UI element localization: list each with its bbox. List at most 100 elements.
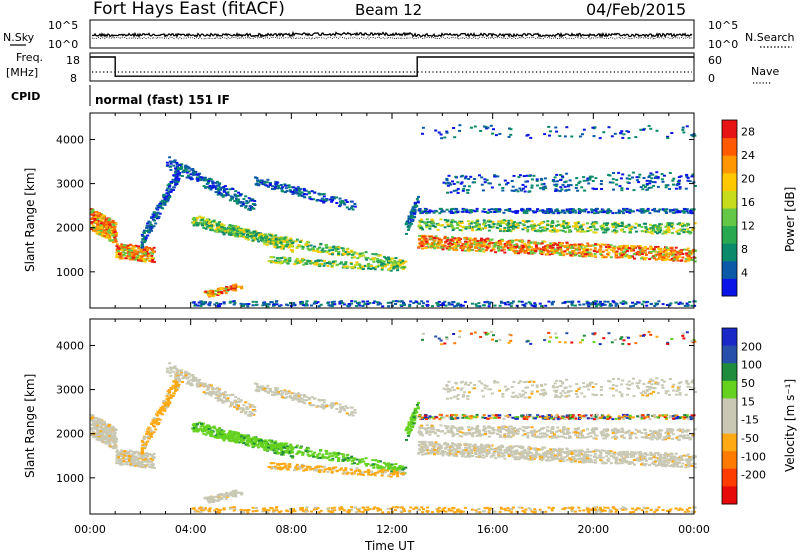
scatter-cell bbox=[524, 244, 528, 247]
scatter-cell bbox=[569, 252, 573, 255]
scatter-cell bbox=[176, 165, 179, 168]
scatter-cell bbox=[192, 222, 196, 225]
scatter-cell bbox=[677, 176, 681, 179]
scatter-cell bbox=[94, 211, 98, 214]
scatter-cell bbox=[601, 228, 604, 231]
scatter-cell bbox=[299, 239, 303, 242]
noise-tick-right-top: 10^5 bbox=[708, 19, 738, 32]
scatter-cell bbox=[100, 214, 104, 217]
scatter-cell bbox=[414, 204, 418, 207]
scatter-cell bbox=[469, 211, 473, 214]
scatter-cell bbox=[166, 390, 170, 393]
scatter-cell bbox=[262, 240, 266, 243]
scatter-cell bbox=[592, 225, 596, 227]
scatter-cell bbox=[271, 241, 275, 244]
scatter-cell bbox=[439, 218, 443, 221]
scatter-cell bbox=[581, 133, 584, 136]
scatter-cell bbox=[229, 195, 233, 198]
scatter-cell bbox=[222, 233, 226, 236]
scatter-cell bbox=[379, 302, 382, 305]
scatter-cell bbox=[320, 197, 324, 200]
scatter-cell bbox=[344, 262, 348, 265]
scatter-cell bbox=[527, 220, 531, 223]
scatter-cell bbox=[639, 128, 643, 131]
scatter-cell bbox=[301, 246, 305, 248]
scatter-cell bbox=[561, 302, 565, 305]
scatter-cell bbox=[479, 239, 483, 242]
scatter-cell bbox=[147, 220, 151, 223]
scatter-cell bbox=[623, 251, 627, 254]
scatter-cell bbox=[466, 191, 470, 194]
scatter-cell bbox=[269, 240, 273, 242]
scatter-cell bbox=[614, 255, 618, 258]
scatter-cell bbox=[665, 253, 669, 256]
scatter-cell bbox=[473, 125, 477, 128]
scatter-cell bbox=[432, 211, 436, 214]
scatter-cell bbox=[625, 250, 629, 252]
scatter-cell bbox=[90, 228, 94, 231]
scatter-cell bbox=[523, 227, 527, 230]
scatter-cell bbox=[485, 239, 489, 242]
scatter-cell bbox=[219, 288, 223, 290]
scatter-cell bbox=[607, 251, 611, 254]
scatter-cell bbox=[208, 301, 212, 304]
scatter-cell bbox=[118, 451, 122, 454]
scatter-cell bbox=[666, 249, 670, 251]
scatter-cell bbox=[510, 189, 514, 192]
scatter-cell bbox=[506, 230, 510, 232]
scatter-cell bbox=[652, 255, 655, 258]
scatter-cell bbox=[523, 305, 527, 308]
scatter-cell bbox=[464, 249, 468, 252]
scatter-cell bbox=[233, 228, 236, 231]
scatter-cell bbox=[503, 179, 507, 182]
scatter-cell bbox=[275, 243, 279, 246]
scatter-cell bbox=[350, 249, 354, 252]
scatter-cell bbox=[163, 197, 167, 200]
scatter-cell bbox=[209, 178, 213, 181]
scatter-cell bbox=[650, 246, 654, 249]
scatter-cell bbox=[210, 226, 214, 229]
scatter-cell bbox=[162, 202, 166, 205]
scatter-cell bbox=[603, 243, 607, 246]
scatter-cell bbox=[452, 182, 456, 185]
scatter-cell bbox=[674, 246, 678, 249]
noise-sky-trace bbox=[91, 30, 693, 39]
scatter-cell bbox=[198, 215, 202, 218]
scatter-cell bbox=[149, 457, 153, 460]
scatter-cell bbox=[114, 428, 118, 431]
scatter-cell bbox=[463, 300, 467, 303]
scatter-cell bbox=[662, 174, 666, 177]
scatter-cell bbox=[553, 229, 557, 232]
scatter-cell bbox=[596, 303, 600, 306]
scatter-cell bbox=[555, 189, 559, 192]
scatter-cell bbox=[264, 239, 268, 242]
scatter-cell bbox=[495, 242, 499, 245]
scatter-cell bbox=[681, 256, 685, 259]
scatter-cell bbox=[104, 218, 108, 221]
scatter-cell bbox=[583, 245, 587, 248]
scatter-cell bbox=[265, 235, 269, 238]
scatter-cell bbox=[377, 260, 381, 263]
scatter-cell bbox=[413, 208, 417, 211]
scatter-cell bbox=[133, 258, 137, 261]
scatter-cell bbox=[281, 190, 285, 193]
scatter-cell bbox=[105, 441, 109, 444]
scatter-cell bbox=[479, 241, 483, 244]
scatter-cell bbox=[147, 254, 151, 257]
scatter-cell bbox=[126, 450, 130, 453]
scatter-cell bbox=[527, 241, 530, 244]
scatter-cell bbox=[526, 207, 530, 210]
scatter-cell bbox=[334, 250, 338, 252]
scatter-cell bbox=[302, 187, 306, 190]
scatter-cell bbox=[477, 302, 481, 305]
scatter-cell bbox=[512, 245, 515, 248]
scatter-cell bbox=[496, 208, 500, 211]
scatter-cell bbox=[326, 302, 330, 304]
scatter-cell bbox=[166, 187, 170, 190]
scatter-cell bbox=[540, 305, 543, 308]
scatter-cell bbox=[678, 228, 682, 231]
scatter-cell bbox=[133, 455, 137, 458]
scatter-cell bbox=[447, 303, 451, 306]
scatter-cell bbox=[302, 189, 306, 192]
